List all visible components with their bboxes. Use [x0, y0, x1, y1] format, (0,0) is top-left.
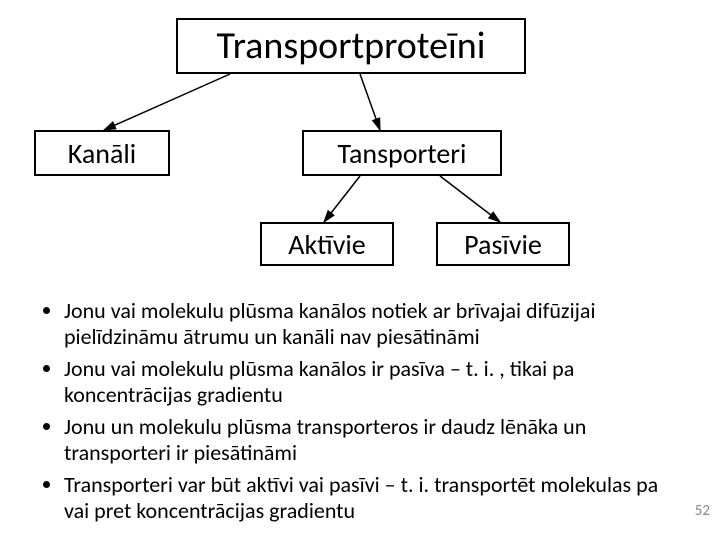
- node-aktiv-label: Aktīvie: [288, 227, 365, 262]
- node-transporteri: Tansporteri: [302, 130, 502, 176]
- list-item: Jonu vai molekulu plūsma kanālos ir pasī…: [64, 356, 680, 408]
- node-transp-label: Tansporteri: [338, 136, 467, 171]
- list-item: Transporteri var būt aktīvi vai pasīvi –…: [64, 472, 680, 524]
- node-root-label: Transportproteīni: [217, 23, 486, 69]
- bullet-text: Jonu vai molekulu plūsma kanālos ir pasī…: [64, 355, 574, 408]
- bullet-text: Transporteri var būt aktīvi vai pasīvi –…: [64, 471, 658, 524]
- node-root: Transportproteīni: [176, 18, 526, 74]
- node-pasiv-label: Pasīvie: [464, 227, 542, 262]
- node-aktivie: Aktīvie: [260, 222, 394, 266]
- node-kanali-label: Kanāli: [68, 136, 136, 171]
- bullet-text: Jonu un molekulu plūsma transporteros ir…: [64, 413, 586, 466]
- bullet-list: Jonu vai molekulu plūsma kanālos notiek …: [40, 298, 680, 530]
- page-number: 52: [695, 502, 710, 520]
- bullet-text: Jonu vai molekulu plūsma kanālos notiek …: [64, 297, 596, 350]
- node-kanali: Kanāli: [34, 130, 170, 176]
- list-item: Jonu un molekulu plūsma transporteros ir…: [64, 414, 680, 466]
- node-pasivie: Pasīvie: [436, 222, 570, 266]
- list-item: Jonu vai molekulu plūsma kanālos notiek …: [64, 298, 680, 350]
